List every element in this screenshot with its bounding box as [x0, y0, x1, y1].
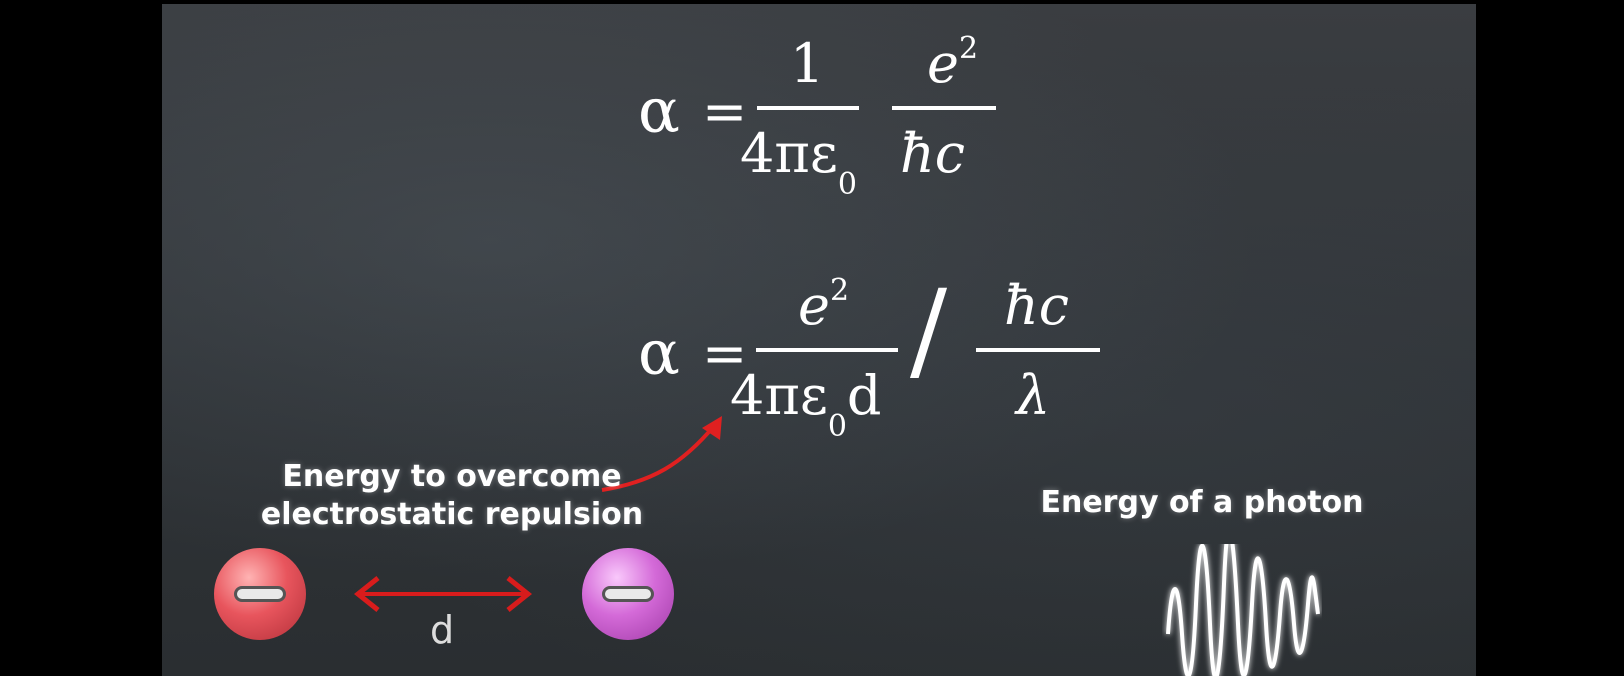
fraction-3-bar	[756, 348, 898, 352]
fraction-4-bar	[976, 348, 1100, 352]
negative-charge-left	[214, 548, 306, 640]
fraction-1-bar	[757, 106, 859, 110]
fraction-1-denominator: 4πε0	[740, 122, 857, 202]
fraction-3-denominator: 4πε0d	[730, 364, 882, 444]
fraction-4-numerator: ħc	[1004, 274, 1070, 337]
fraction-4-denominator: λ	[1016, 364, 1051, 427]
division-slash: /	[910, 266, 948, 394]
pointer-arrow	[601, 416, 722, 492]
distance-double-arrow	[353, 576, 533, 612]
equals-sign: =	[702, 80, 748, 143]
equals-sign: =	[702, 322, 748, 385]
fraction-2-bar	[892, 106, 996, 110]
fraction-1-numerator: 1	[790, 32, 825, 95]
minus-sign-icon	[234, 586, 286, 602]
negative-charge-right	[582, 548, 674, 640]
fraction-2-denominator: ħc	[900, 122, 966, 185]
distance-label: d	[430, 608, 455, 652]
chalkboard-background: α = 1 4πε0 e2 ħc α = e2 4πε0d / ħc λ Ene…	[162, 4, 1476, 676]
photon-label: Energy of a photon	[1040, 485, 1364, 520]
fraction-2-numerator: e2	[927, 31, 979, 95]
photon-wave-icon	[1166, 544, 1320, 676]
repulsion-label: Energy to overcome electrostatic repulsi…	[260, 459, 644, 532]
alpha-symbol: α	[638, 74, 680, 147]
fraction-3-numerator: e2	[798, 273, 850, 337]
alpha-symbol: α	[638, 316, 680, 389]
minus-sign-icon	[602, 586, 654, 602]
